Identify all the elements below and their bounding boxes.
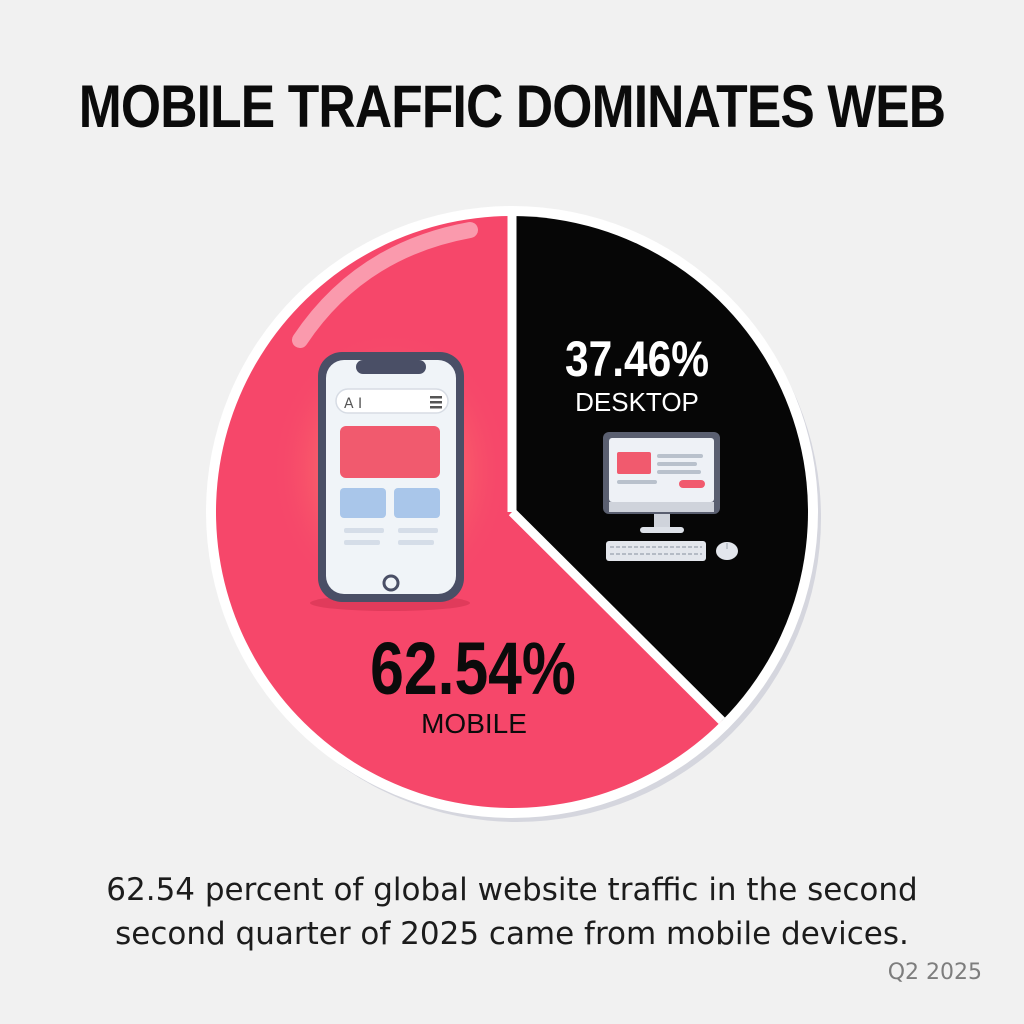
pie-separator xyxy=(508,508,726,724)
chart-title: MOBILE TRAFFIC DOMINATES WEB xyxy=(78,73,946,140)
chart-caption: 62.54 percent of global website traffic … xyxy=(72,868,952,956)
desktop-slice-label: DESKTOP xyxy=(575,387,699,417)
mobile-percent-label: 62.54% xyxy=(370,628,576,710)
period-label: Q2 2025 xyxy=(887,960,982,985)
smartphone-icon: A I xyxy=(270,330,510,611)
desktop-computer-icon xyxy=(603,432,738,561)
caption-line-2: second quarter of 2025 came from mobile … xyxy=(115,916,909,952)
mobile-slice-label: MOBILE xyxy=(421,708,527,739)
caption-line-1: 62.54 percent of global website traffic … xyxy=(106,872,918,908)
pie-gloss xyxy=(292,222,478,348)
desktop-percent-label: 37.46% xyxy=(565,331,709,387)
phone-search-text: A I xyxy=(344,396,362,412)
